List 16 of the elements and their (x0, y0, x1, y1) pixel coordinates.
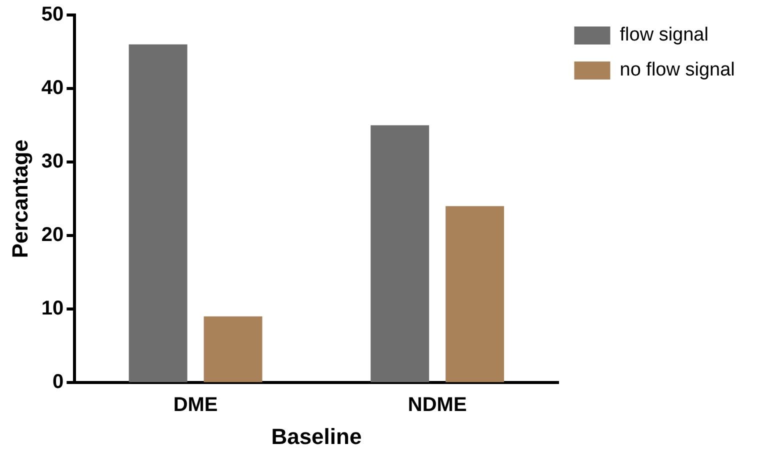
y-tick-label: 20 (41, 224, 64, 246)
y-tick-label: 30 (41, 150, 64, 173)
legend-label: no flow signal (620, 60, 735, 81)
x-tick-label: DME (173, 394, 218, 416)
x-axis-title: Baseline (271, 424, 362, 449)
y-tick-label: 10 (41, 298, 64, 320)
y-tick-label: 50 (41, 4, 64, 26)
bar (370, 125, 430, 382)
legend-label: flow signal (620, 24, 708, 46)
x-tick-label: NDME (408, 394, 467, 416)
y-tick-label: 0 (52, 371, 64, 394)
bar (446, 206, 504, 382)
y-tick-label: 40 (41, 77, 64, 100)
bar (204, 316, 262, 382)
y-axis-title: Percantage (7, 139, 32, 258)
bar (128, 44, 188, 382)
